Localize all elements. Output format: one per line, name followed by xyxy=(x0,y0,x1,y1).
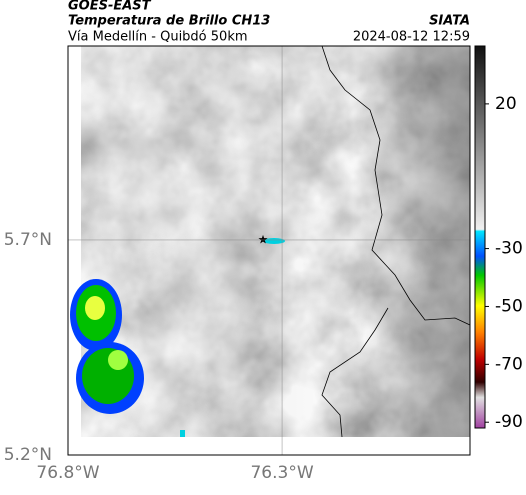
title: GOES-EAST xyxy=(68,0,152,14)
map-frame xyxy=(67,45,471,456)
satellite-image: ★ xyxy=(70,45,471,438)
colorbar-tick-label: -90 xyxy=(495,412,523,432)
colorbar-tick-label: -70 xyxy=(495,354,523,374)
x-tick-label: 76.8°W xyxy=(36,463,99,483)
city-marker: ★ xyxy=(258,233,269,247)
y-tick-label: 5.2°N xyxy=(4,445,52,465)
colorbar-tick-label: -50 xyxy=(495,296,523,316)
convective-cells xyxy=(70,238,285,437)
colorbar-tick-label: 20 xyxy=(495,94,517,114)
x-tick-label: 76.3°W xyxy=(250,463,313,483)
colorbar xyxy=(474,45,486,429)
axes: 76.8°W 76.3°W 5.2°N 5.7°N 20 -30 -50 -70 -90 xyxy=(4,46,523,483)
border xyxy=(321,45,471,438)
y-tick-label: 5.7°N xyxy=(4,230,52,250)
subtitle: Temperatura de Brillo CH13 xyxy=(68,14,270,29)
colorbar-tick-label: -30 xyxy=(495,239,523,259)
header: GOES-EAST Temperatura de Brillo CH13 SIA… xyxy=(68,0,470,45)
route: Vía Medellín - Quibdó 50km xyxy=(68,30,248,45)
datetime: 2024-08-12 12:59 xyxy=(353,30,470,45)
source: SIATA xyxy=(429,14,470,29)
